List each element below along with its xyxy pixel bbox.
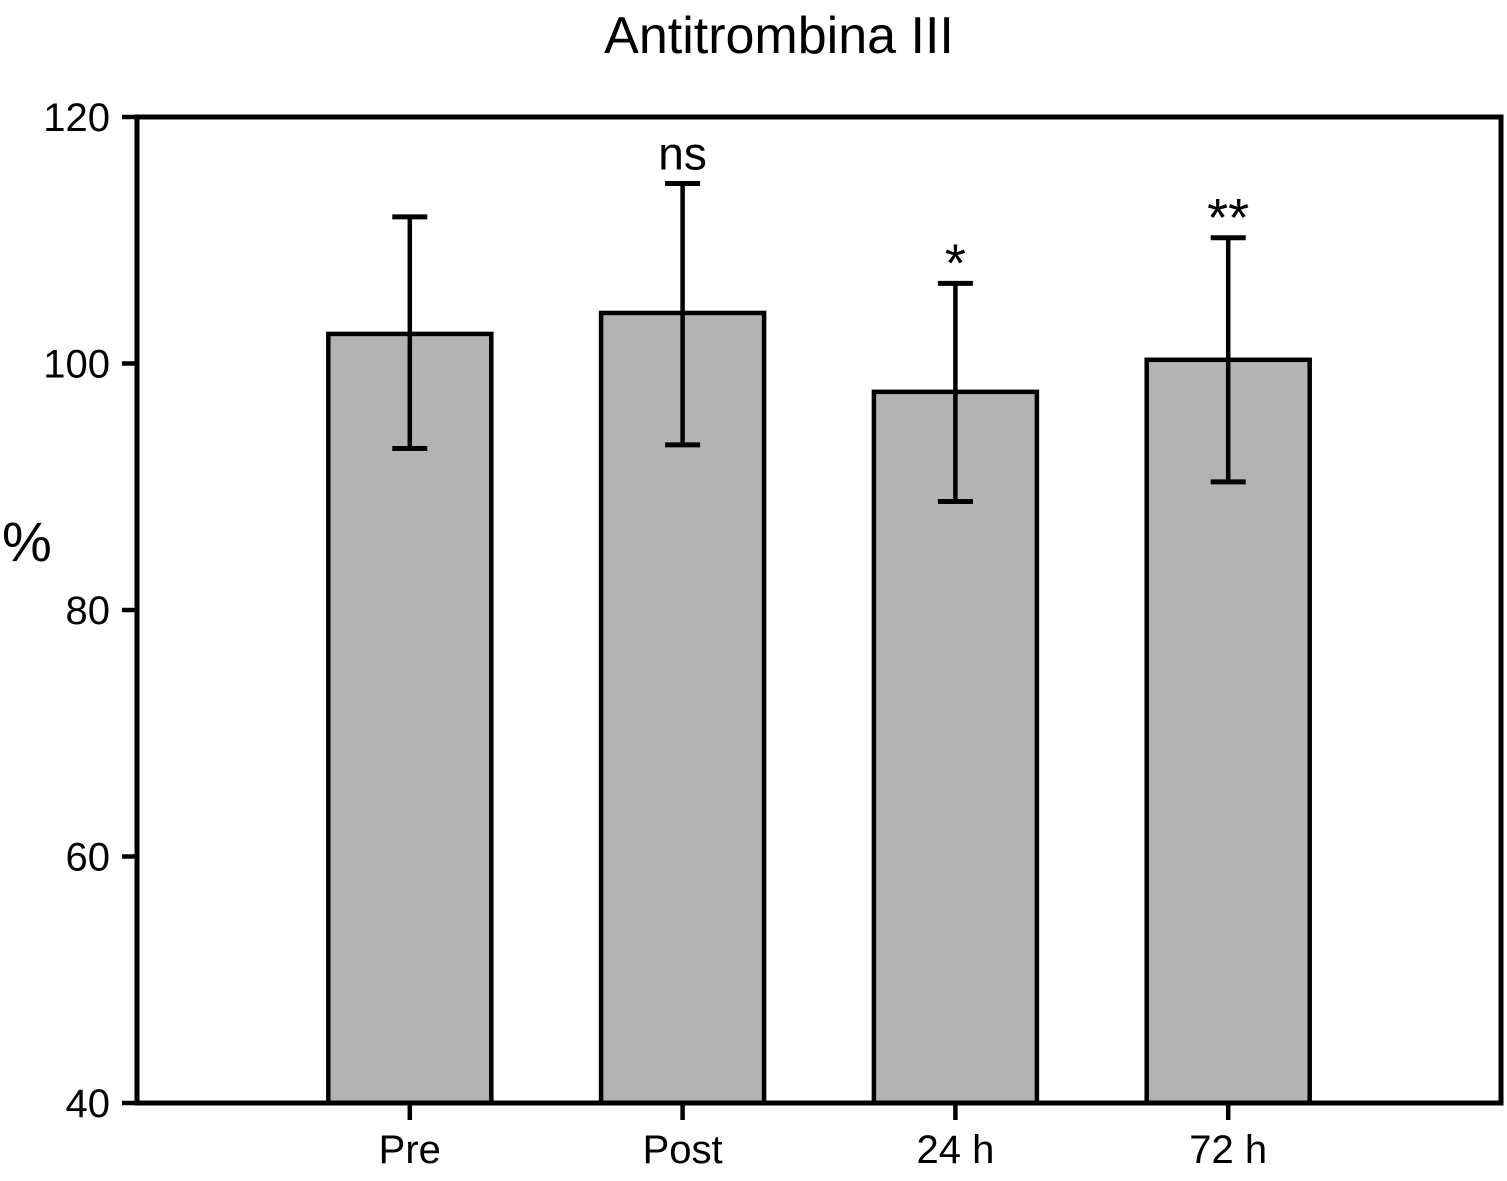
significance-label: ** <box>1207 188 1249 248</box>
y-tick-label: 60 <box>66 836 111 880</box>
error-bars-group <box>392 181 1246 505</box>
x-tick-label: 72 h <box>1189 1128 1267 1172</box>
x-axis-ticks <box>407 1103 1231 1120</box>
y-tick-label: 100 <box>43 343 110 387</box>
bar <box>1144 357 1312 1106</box>
x-tick-label: Pre <box>379 1128 441 1172</box>
y-tick-label: 80 <box>66 589 111 633</box>
chart-title: Antitrombina III <box>604 7 954 65</box>
y-axis-label: % <box>2 510 52 573</box>
x-tick-label: Post <box>643 1128 723 1172</box>
y-tick-label: 40 <box>66 1082 111 1126</box>
significance-label: ns <box>658 128 707 180</box>
x-tick-label: 24 h <box>916 1128 994 1172</box>
bar <box>326 331 494 1106</box>
bars-group <box>326 310 1312 1106</box>
y-axis-tick-labels: 40 60 80 100 120 <box>43 96 110 1126</box>
plot-frame <box>134 114 1504 1106</box>
x-axis-tick-labels: Pre Post 24 h 72 h <box>379 1128 1267 1172</box>
significance-annotations: ns*** <box>658 128 1249 294</box>
significance-label: * <box>945 233 966 293</box>
y-tick-label: 120 <box>43 96 110 140</box>
